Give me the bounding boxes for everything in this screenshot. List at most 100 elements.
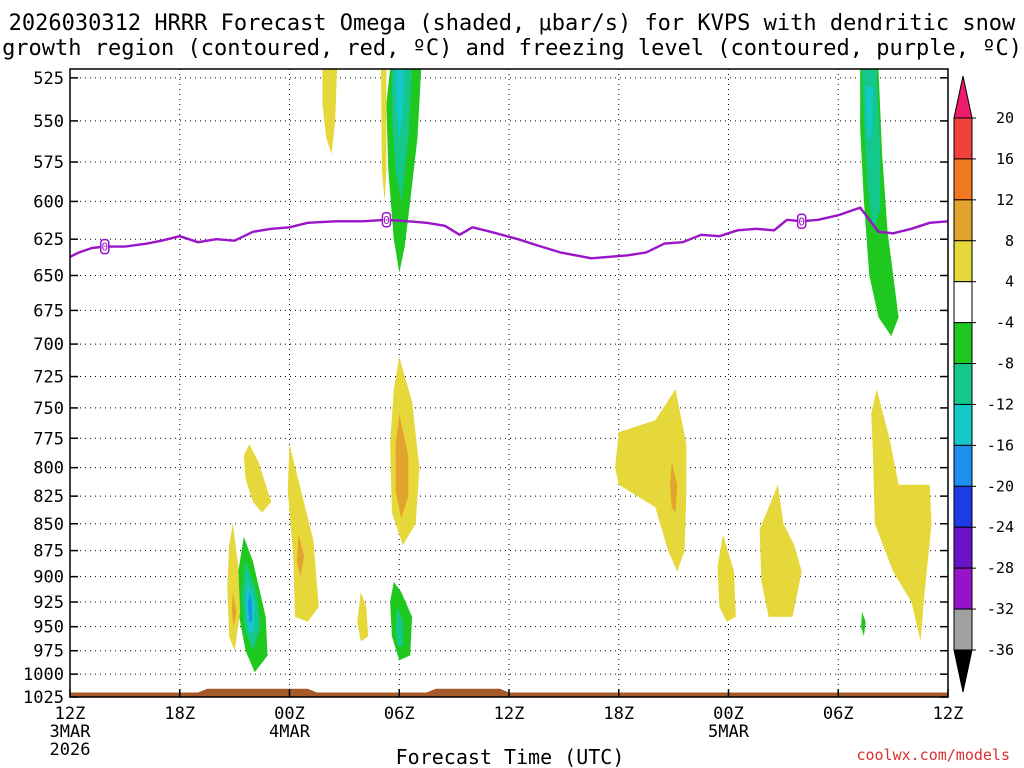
y-tick-label: 550: [33, 112, 64, 132]
y-tick-label: 575: [33, 153, 64, 173]
omega-region-downward-8-to-12: [670, 461, 678, 513]
y-tick-label: 600: [33, 192, 64, 212]
y-tick-label: 1000: [23, 665, 64, 685]
freezing-level-label: 0: [796, 213, 807, 230]
freezing-level-label-text: 0: [383, 214, 390, 227]
colorbar-swatch: [953, 403, 973, 446]
colorbar-label: -32: [987, 600, 1014, 618]
title-line-2: growth region (contoured, red, ºC) and f…: [2, 36, 1022, 61]
colorbar-swatch: [953, 199, 973, 242]
omega-region-upward-16-to-20: [247, 591, 252, 622]
title-line-1: 2026030312 HRRR Forecast Omega (shaded, …: [9, 11, 1016, 36]
omega-region-downward-8-to-12: [296, 534, 305, 577]
colorbar-label: -36: [987, 641, 1014, 659]
x-tick-label: 06Z: [823, 704, 854, 724]
y-tick-label: 725: [33, 368, 64, 388]
omega-region-downward-8-to-12: [395, 414, 409, 519]
colorbar-bottom-triangle: [953, 649, 973, 693]
y-tick-label: 775: [33, 429, 64, 449]
x-tick-label: 00Z: [713, 704, 744, 724]
y-tick-label: 850: [33, 515, 64, 535]
colorbar-label: 12: [996, 191, 1014, 209]
x-tick-label: 12Z: [55, 704, 86, 724]
omega-region-upward-12-to-16: [865, 86, 873, 138]
omega-region-downward-4-to-8: [615, 389, 687, 572]
omega-region-upward-4-to-8: [861, 612, 866, 637]
colorbar-label: -16: [987, 436, 1014, 454]
x-tick-label: 00Z: [274, 704, 305, 724]
freezing-level-label-box: [796, 213, 807, 230]
y-tick-label: 800: [33, 459, 64, 479]
y-tick-label: 675: [33, 301, 64, 321]
omega-region-downward-8-to-12: [231, 591, 237, 627]
colorbar-swatch: [953, 158, 973, 201]
omega-region-downward-4-to-8: [357, 591, 369, 642]
y-tick-label: 975: [33, 642, 64, 662]
axes: 525 550 575 600 625 650 675 700 725 750 775 800 825 8…: [23, 68, 964, 760]
plot-area: 0 0 0: [70, 69, 948, 697]
y-tick-label: 900: [33, 568, 64, 588]
x-tick-label: 12Z: [933, 704, 964, 724]
freezing-level-line: [70, 206, 948, 260]
colorbar-label: -20: [987, 477, 1014, 495]
y-tick-label: 625: [33, 230, 64, 250]
x-tick-label: 18Z: [603, 704, 634, 724]
colorbar-label: 20: [996, 109, 1014, 127]
colorbar-swatch: [953, 240, 973, 283]
colorbar-label: -8: [996, 355, 1014, 373]
colorbar-swatch: [953, 485, 973, 528]
x-tick-label: 12Z: [494, 704, 525, 724]
colorbar: 20 16 12 8 4 -4 -8 -12 -16 -20 -24 -28 -32 -36: [953, 75, 1014, 693]
y-tick-label: 525: [33, 69, 64, 89]
chart-title: 2026030312 HRRR Forecast Omega (shaded, …: [2, 11, 1022, 61]
x-tick-date: 4MAR: [269, 722, 311, 742]
y-tick-label: 925: [33, 593, 64, 613]
y-tick-label: 1025: [23, 688, 64, 708]
colorbar-label: 8: [1005, 232, 1014, 250]
omega-region-downward-4-to-8: [717, 534, 736, 622]
y-tick-label: 700: [33, 335, 64, 355]
freezing-level-label-box: [381, 212, 392, 228]
x-tick-label: 06Z: [384, 704, 415, 724]
omega-region-downward-4-to-8: [381, 69, 387, 202]
x-tick-date: 5MAR: [708, 722, 750, 742]
omega-region-downward-4-to-8: [759, 484, 802, 617]
omega-region-downward-4-to-8: [243, 444, 272, 513]
omega-region-downward-4-to-8: [322, 69, 338, 154]
freezing-level-label-text: 0: [798, 215, 805, 228]
colorbar-label: -4: [996, 314, 1014, 332]
colorbar-label: 16: [996, 150, 1014, 168]
y-tick-label: 950: [33, 618, 64, 638]
colorbar-swatch: [953, 608, 973, 651]
freezing-level-label-box: [100, 238, 110, 255]
colorbar-swatch: [953, 526, 973, 569]
y-tick-label: 875: [33, 542, 64, 562]
plot-frame: [69, 68, 949, 698]
y-tick-label: 750: [33, 399, 64, 419]
omega-region-upward-12-to-16: [395, 69, 405, 138]
colorbar-top-triangle: [953, 75, 973, 119]
colorbar-label: -24: [987, 518, 1014, 536]
colorbar-label: -12: [987, 395, 1014, 413]
freezing-level-label-text: 0: [101, 241, 108, 254]
plot-content: 0 0 0: [70, 69, 948, 697]
x-axis-label: Forecast Time (UTC): [396, 745, 625, 768]
omega-region-downward-4-to-8: [227, 523, 241, 651]
credit-text: coolwx.com/models: [856, 746, 1010, 764]
colorbar-swatch: [953, 117, 973, 160]
colorbar-swatch: [953, 363, 973, 405]
x-tick-label: 18Z: [164, 704, 195, 724]
omega-region-downward-4-to-8: [287, 444, 319, 622]
freezing-level-label: 0: [100, 238, 110, 255]
colorbar-swatch: [953, 281, 973, 324]
colorbar-swatch: [953, 444, 973, 487]
colorbar-swatch: [953, 322, 973, 365]
freezing-level-label: 0: [381, 212, 392, 228]
colorbar-swatch: [953, 567, 973, 610]
omega-region-downward-4-to-8: [871, 389, 932, 642]
colorbar-label: -28: [987, 559, 1014, 577]
omega-region-upward-8-to-12: [395, 607, 403, 646]
y-tick-label: 650: [33, 266, 64, 286]
y-tick-label: 825: [33, 487, 64, 507]
